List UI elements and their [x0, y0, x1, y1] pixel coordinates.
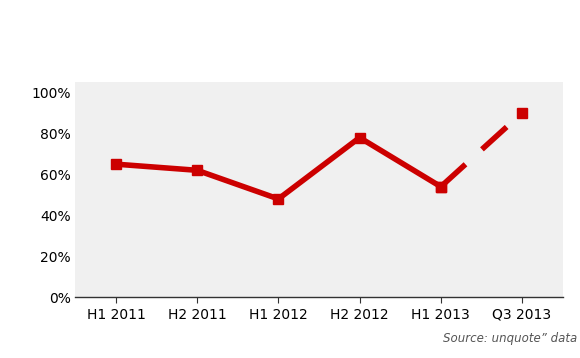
Text: Source: unquote” data: Source: unquote” data	[443, 333, 577, 345]
Text: SBOs as a percentage of all €500m+ European buyouts: SBOs as a percentage of all €500m+ Europ…	[39, 22, 541, 40]
